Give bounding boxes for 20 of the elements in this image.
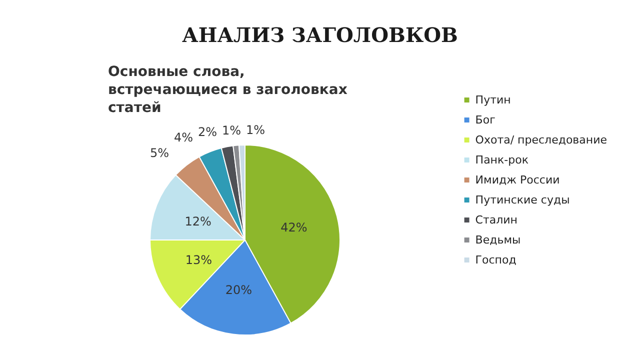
legend-label: Путинские суды (475, 194, 570, 206)
data-label: 12% (184, 214, 212, 228)
legend-label: Ведьмы (475, 234, 521, 246)
legend-label: Имидж России (475, 174, 560, 186)
data-label: 42% (280, 220, 308, 234)
data-label: 5% (150, 146, 170, 160)
legend-label: Охота/ преследование (475, 134, 608, 146)
data-label: 2% (198, 124, 218, 139)
data-label: 1% (246, 123, 266, 138)
legend-label: Путин (475, 94, 511, 106)
legend-label: Бог (475, 114, 496, 126)
data-label: 4% (174, 130, 194, 145)
legend-label: Господ (475, 254, 517, 266)
chart-title: АНАЛИЗ ЗАГОЛОВКОВ (182, 23, 458, 47)
data-label: 13% (185, 253, 212, 268)
data-label: 20% (225, 283, 252, 298)
chart-subtitle: Основные слова, встречающиеся в заголовках статей (108, 64, 352, 116)
legend-label: Панк-рок (475, 154, 529, 166)
data-label: 1% (222, 123, 242, 138)
legend-label: Сталин (475, 214, 518, 226)
